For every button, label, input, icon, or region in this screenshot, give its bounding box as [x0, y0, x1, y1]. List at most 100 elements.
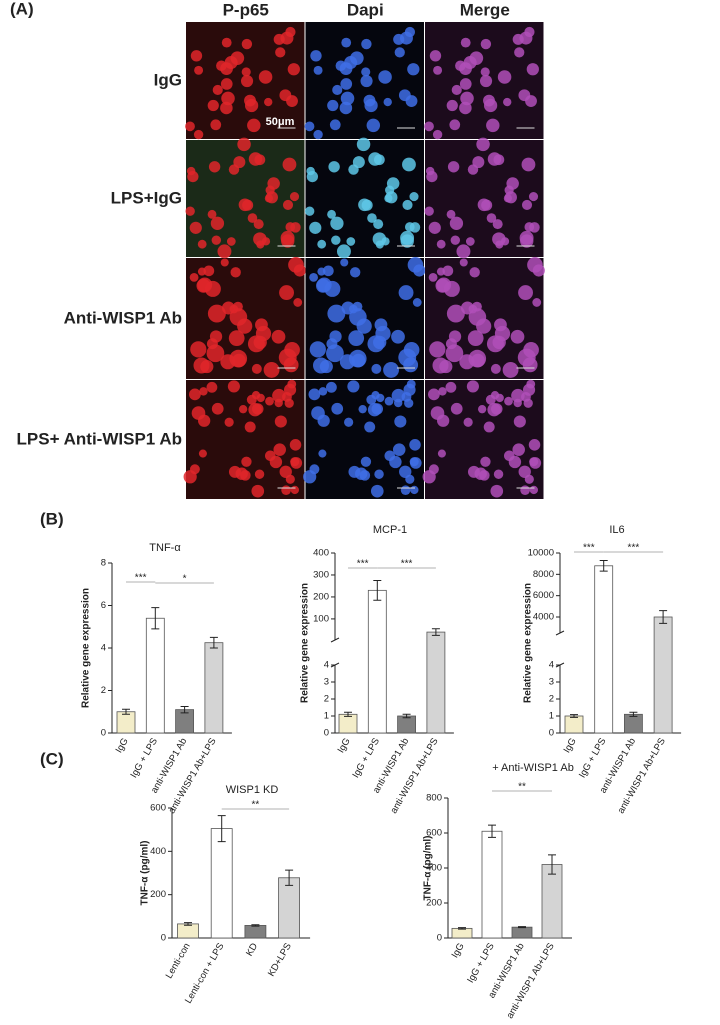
- cell: [199, 387, 208, 396]
- cell: [410, 485, 419, 495]
- cell: [490, 363, 501, 374]
- cell: [479, 74, 493, 88]
- cell: [429, 341, 446, 358]
- cell: [212, 84, 223, 96]
- axis-break: [330, 637, 340, 643]
- x-tick-label: KD: [244, 941, 260, 958]
- bar: [624, 713, 643, 734]
- cell: [317, 239, 327, 249]
- cell: [351, 353, 366, 368]
- cell: [443, 280, 460, 297]
- y-tick-label: 200: [313, 591, 329, 602]
- y-tick-label: 400: [426, 863, 442, 874]
- cell: [386, 177, 400, 190]
- cell: [442, 265, 454, 277]
- bar: [653, 616, 673, 734]
- bar: [145, 617, 165, 734]
- cell: [493, 469, 504, 479]
- cell: [340, 78, 353, 90]
- cell: [487, 152, 502, 166]
- y-tick-label: 600: [150, 803, 166, 814]
- error-bar: [217, 815, 226, 843]
- y-tick-label: 2: [549, 694, 554, 705]
- cell: [324, 280, 341, 297]
- y-axis-label: Relative gene expression: [300, 583, 311, 703]
- cell: [368, 152, 382, 166]
- cell: [398, 89, 411, 102]
- y-axis-label: Relative gene expression: [523, 583, 534, 703]
- cell: [407, 63, 420, 76]
- cell: [189, 272, 199, 282]
- cell: [502, 362, 519, 378]
- cell: [402, 199, 413, 210]
- cell: [244, 98, 259, 113]
- cell: [433, 65, 443, 75]
- cell: [448, 330, 462, 343]
- cell: [290, 457, 303, 469]
- bar: [367, 589, 387, 734]
- cell: [274, 415, 287, 428]
- cell: [304, 121, 315, 132]
- cell: [293, 298, 303, 307]
- cell: [503, 97, 512, 107]
- chart-title: WISP1 KD: [226, 784, 279, 796]
- cell: [469, 51, 484, 65]
- cell: [327, 304, 346, 323]
- cell: [241, 67, 251, 77]
- cell: [361, 199, 373, 211]
- cell: [247, 118, 261, 133]
- cell: [413, 264, 426, 277]
- cell: [361, 38, 372, 50]
- error-bar: [184, 922, 192, 926]
- cell: [339, 354, 355, 370]
- y-tick-label: 1: [324, 711, 329, 722]
- axis-break: [555, 630, 565, 636]
- cell: [511, 388, 525, 403]
- cell: [241, 38, 253, 50]
- cell: [399, 465, 412, 478]
- cell: [373, 335, 387, 350]
- cell: [409, 222, 421, 233]
- cell: [240, 74, 254, 88]
- cell: [233, 301, 243, 312]
- y-tick-label: 600: [426, 828, 442, 839]
- cell: [207, 304, 226, 323]
- column-header: P-p65: [223, 0, 269, 19]
- cell: [436, 239, 446, 249]
- cell: [529, 485, 538, 495]
- error-bar: [570, 714, 578, 718]
- y-axis-label: Relative gene expression: [81, 588, 92, 708]
- cell: [209, 330, 223, 343]
- error-bar: [629, 711, 638, 717]
- cell: [437, 449, 446, 458]
- cell: [264, 450, 276, 462]
- cell: [383, 97, 392, 107]
- cell: [459, 354, 475, 370]
- cell: [287, 63, 300, 76]
- cell: [252, 403, 264, 415]
- cell: [279, 465, 292, 478]
- cell: [403, 383, 416, 396]
- cell: [328, 161, 340, 173]
- y-tick-label: 4: [549, 660, 554, 671]
- cell: [492, 219, 503, 230]
- cell: [271, 329, 286, 344]
- y-tick-label: 4: [324, 660, 329, 671]
- cell: [233, 156, 246, 169]
- cell: [189, 464, 200, 475]
- cell: [428, 221, 441, 234]
- cell: [398, 348, 417, 367]
- cell: [480, 38, 492, 50]
- cell: [466, 380, 479, 393]
- cell: [426, 170, 438, 183]
- cell: [451, 84, 462, 96]
- bar: [116, 711, 136, 734]
- cell: [376, 393, 385, 403]
- significance-label: **: [518, 782, 526, 793]
- significance-label: *: [183, 574, 187, 585]
- cell: [469, 267, 480, 278]
- cell: [185, 121, 195, 132]
- bar: [338, 713, 358, 734]
- cell: [400, 485, 411, 496]
- cell: [519, 31, 533, 45]
